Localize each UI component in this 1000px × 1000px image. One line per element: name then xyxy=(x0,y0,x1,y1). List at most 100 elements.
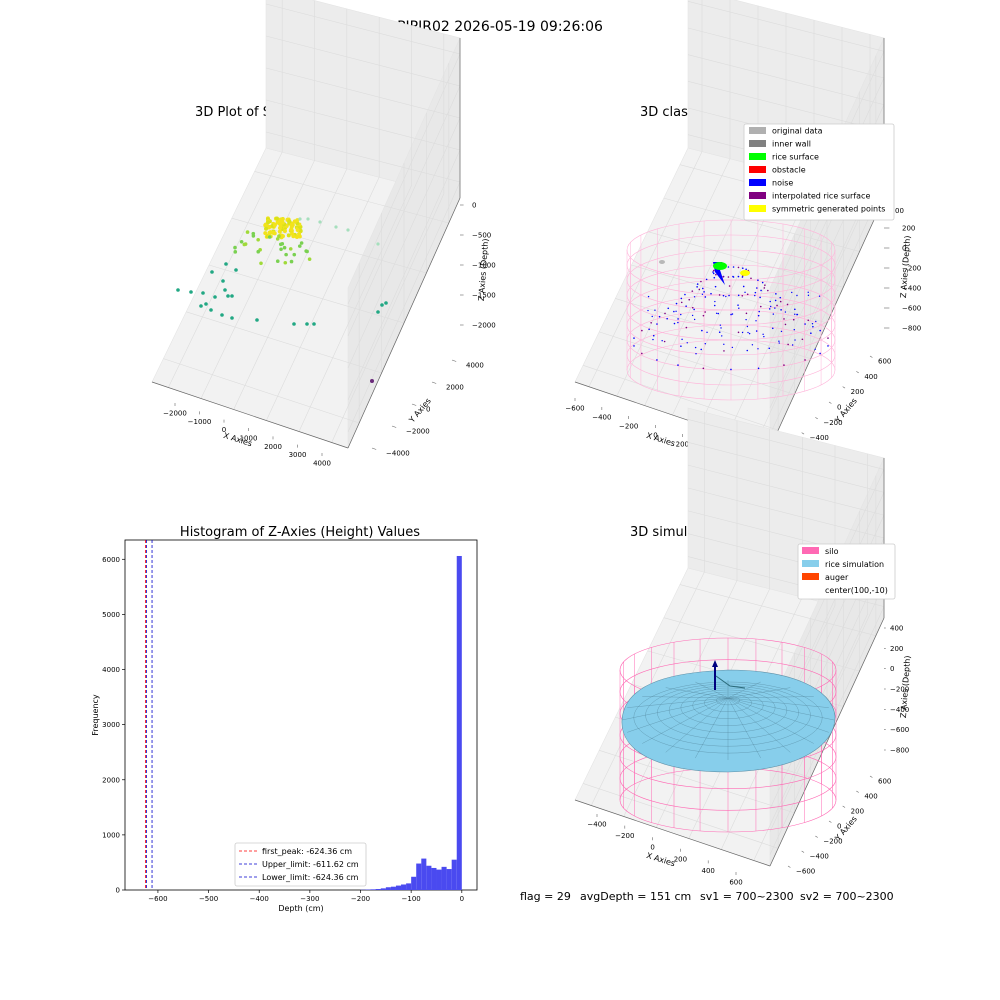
p2-point xyxy=(807,291,809,293)
p4-tick-mark xyxy=(801,850,805,853)
p1-point xyxy=(263,231,268,236)
p1-x-tick-label: 3000 xyxy=(289,451,307,459)
p2-noise-points xyxy=(633,266,829,371)
p2-point xyxy=(723,350,725,352)
p2-point xyxy=(695,353,697,355)
p2-zlabel: Z Axies (Depth) xyxy=(899,235,912,298)
p2-z-tick-label: 0 xyxy=(902,245,906,253)
p2-point xyxy=(725,295,727,298)
p2-grid-y xyxy=(647,231,844,288)
p2-point xyxy=(656,323,658,325)
p2-point xyxy=(704,296,707,298)
p2-point xyxy=(641,352,643,355)
p2-point xyxy=(812,325,814,328)
p2-point xyxy=(650,321,652,324)
p2-point xyxy=(686,342,688,344)
p1-point xyxy=(380,303,384,307)
p2-point xyxy=(764,284,766,286)
p2-point xyxy=(652,334,655,337)
p2-point xyxy=(693,296,696,298)
p3-bar xyxy=(411,876,417,890)
p2-point xyxy=(718,294,721,296)
p2-point xyxy=(727,266,730,268)
p2-point xyxy=(827,345,829,347)
p1-point xyxy=(201,291,205,295)
p2-point xyxy=(693,318,696,321)
p3-y-tick-label: 6000 xyxy=(102,556,120,564)
p2-z-tick-label: 200 xyxy=(902,225,915,233)
p3-bar xyxy=(431,867,437,890)
p2-point xyxy=(667,307,670,310)
p1-y-axis-line xyxy=(347,197,461,449)
p4-tick-mark xyxy=(828,820,832,823)
p2-point xyxy=(741,331,744,334)
p1-point xyxy=(294,234,299,239)
p4-tick-mark xyxy=(842,805,846,808)
p4-tick-mark xyxy=(815,835,818,838)
p2-point xyxy=(754,294,756,297)
p2-point xyxy=(757,314,760,317)
p2-point xyxy=(701,329,703,332)
p1-point xyxy=(290,231,295,236)
p1-grid-y xyxy=(208,264,405,324)
p4-mesh-spoke xyxy=(665,697,729,753)
p2-point xyxy=(737,294,740,297)
p2-point xyxy=(769,305,772,308)
p2-point xyxy=(700,348,703,351)
p4-mesh-spoke xyxy=(642,696,729,699)
p1-grid-y xyxy=(254,171,449,224)
p4-x-tick-label: −400 xyxy=(587,821,606,829)
p1-x-tick-label: −2000 xyxy=(163,410,187,418)
p1-point xyxy=(256,249,261,254)
p4-mesh-spoke xyxy=(727,687,791,699)
p2-point xyxy=(746,325,749,328)
p1-tick-mark xyxy=(431,381,437,384)
p4-mesh-spoke xyxy=(642,697,729,744)
p1-grid-y xyxy=(231,217,427,274)
p4-zlabel: Z Axies (Depth) xyxy=(899,655,912,718)
p2-point xyxy=(794,308,796,311)
p2-point xyxy=(811,323,814,325)
p2-point xyxy=(732,275,734,278)
p2-tick-mark xyxy=(856,371,859,374)
p1-point xyxy=(223,288,227,292)
p2-point xyxy=(713,276,716,279)
p3-bar xyxy=(375,889,381,890)
p3-x-tick-label: −100 xyxy=(402,895,421,903)
p2-point xyxy=(783,318,785,320)
p2-point xyxy=(715,312,718,315)
p2-point xyxy=(712,271,714,273)
p2-point xyxy=(664,312,666,315)
p3-bar xyxy=(441,866,447,890)
p1-point xyxy=(312,322,316,326)
p2-point xyxy=(680,345,682,347)
p4-legend-label: silo xyxy=(825,547,839,556)
p1-point xyxy=(298,217,302,221)
p2-point xyxy=(684,293,686,296)
p2-grid-y xyxy=(631,264,828,324)
p1-point xyxy=(255,318,259,322)
p1-point xyxy=(234,268,238,272)
p2-point xyxy=(712,269,715,272)
p4-y-tick-label: 600 xyxy=(878,778,891,786)
p1-point xyxy=(286,233,291,238)
p2-legend-label: rice surface xyxy=(772,153,819,162)
p2-point xyxy=(702,367,705,370)
p1-point xyxy=(220,313,224,317)
p2-point xyxy=(675,310,677,312)
p2-point xyxy=(720,327,722,329)
panel3-title: Histogram of Z-Axies (Height) Values xyxy=(180,525,420,540)
p1-point xyxy=(230,316,234,320)
p2-point xyxy=(786,303,789,306)
p2-silo-wireframe xyxy=(626,219,836,401)
p2-point xyxy=(778,342,780,344)
p2-y-tick-label: −200 xyxy=(823,419,842,427)
p4-z-tick-label: −200 xyxy=(890,686,909,694)
p4-x-axis-line xyxy=(574,799,771,867)
p1-y-tick-label: −2000 xyxy=(406,428,430,436)
p1-x-tick-label: 2000 xyxy=(264,443,282,451)
p2-point xyxy=(779,296,782,299)
p2-point xyxy=(696,283,699,285)
p1-point xyxy=(272,223,277,228)
p1-zlabel: Z Axies (Depth) xyxy=(477,238,490,301)
